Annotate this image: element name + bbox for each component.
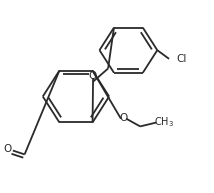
Text: O: O: [3, 144, 12, 154]
Text: Cl: Cl: [177, 54, 187, 64]
Text: O: O: [120, 113, 128, 123]
Text: CH$_3$: CH$_3$: [154, 115, 174, 129]
Text: O: O: [88, 71, 96, 81]
